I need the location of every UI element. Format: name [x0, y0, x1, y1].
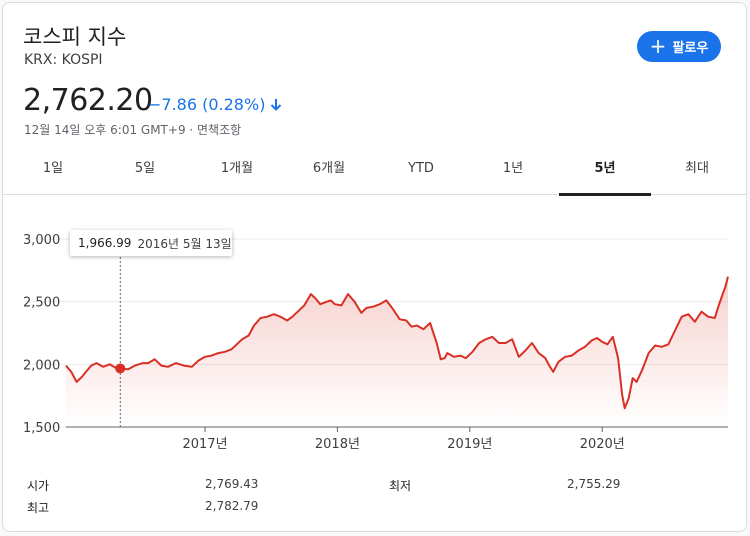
- y-tick-label: 2,000: [23, 358, 60, 373]
- x-tick-label: 2019년: [447, 437, 492, 452]
- series-area: [66, 276, 728, 427]
- stat-low-value: 2,755.29: [567, 477, 621, 491]
- hover-point: [115, 363, 126, 374]
- stat-high-label: 최고: [27, 501, 50, 515]
- arrow-down-icon: [271, 98, 282, 111]
- x-tick-label: 2017년: [182, 437, 227, 452]
- price-change: −7.86 (0.28%): [148, 95, 283, 114]
- tab-5d[interactable]: 5일: [134, 161, 156, 176]
- timestamp-disclaimer: 12월 14일 오후 6:01 GMT+9 · 면책조항: [24, 123, 242, 137]
- series-line: [65, 276, 729, 410]
- tab-max[interactable]: 최대: [685, 161, 709, 176]
- price-change-text: −7.86 (0.28%): [148, 95, 266, 114]
- stat-low-label: 최저: [389, 479, 412, 493]
- tooltip-date: 2016년 5월 13일: [137, 236, 232, 251]
- tab-1m[interactable]: 1개월: [220, 161, 254, 176]
- index-title: 코스피 지수: [23, 25, 127, 49]
- tooltip-value: 1,966.99: [78, 236, 132, 250]
- current-price: 2,762.20: [23, 83, 153, 118]
- tab-5y[interactable]: 5년: [559, 151, 651, 196]
- x-tick-label: 2020년: [580, 437, 625, 452]
- y-tick-label: 3,000: [23, 233, 60, 248]
- range-tabs: 1일 5일 1개월 6개월 YTD 1년 5년 최대: [3, 151, 746, 196]
- plus-icon: +: [649, 33, 667, 58]
- stat-high-value: 2,782.79: [205, 499, 259, 513]
- stat-open-label: 시가: [27, 479, 50, 493]
- tab-1y[interactable]: 1년: [502, 161, 524, 176]
- y-tick-label: 2,500: [23, 296, 60, 311]
- chart-tooltip: 1,966.99 2016년 5월 13일: [70, 230, 232, 256]
- stat-open-value: 2,769.43: [205, 477, 259, 491]
- x-tick-label: 2018년: [315, 437, 360, 452]
- tab-6m[interactable]: 6개월: [312, 161, 346, 176]
- tab-ytd[interactable]: YTD: [408, 161, 434, 176]
- price-chart[interactable]: 3,000 2,500 2,000 1,500 2017년 2018년 2019년 2020년: [3, 195, 747, 463]
- y-tick-label: 1,500: [23, 421, 60, 436]
- follow-label: 팔로우: [672, 41, 709, 56]
- follow-button[interactable]: + 팔로우: [637, 31, 721, 62]
- tab-1d[interactable]: 1일: [42, 161, 64, 176]
- ticker-symbol: KRX: KOSPI: [24, 52, 103, 68]
